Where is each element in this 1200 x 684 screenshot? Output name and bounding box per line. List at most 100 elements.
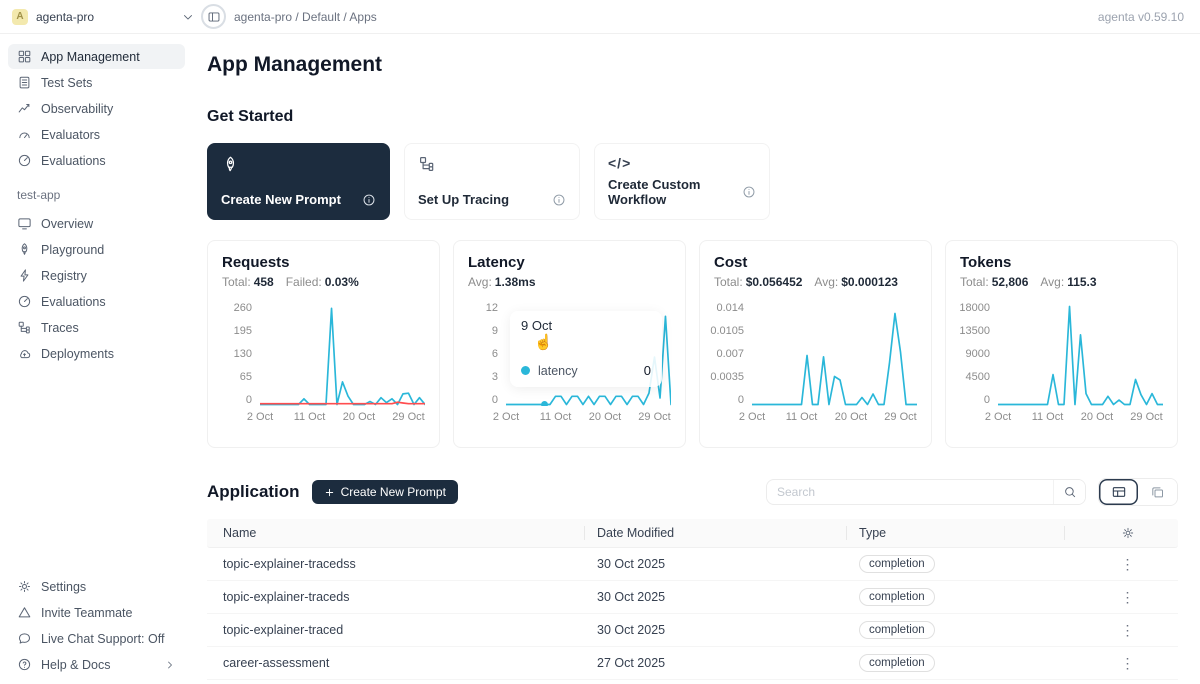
sidebar-item-playground[interactable]: Playground (8, 237, 185, 262)
version-label: agenta v0.59.10 (1097, 9, 1184, 24)
x-axis-labels: 2 Oct 11 Oct 20 Oct 29 Oct (984, 411, 1163, 423)
latency-chart[interactable] (506, 302, 671, 406)
chart-stats: Avg: 1.38ms (468, 275, 536, 289)
card-view-button[interactable] (1138, 479, 1177, 505)
x-axis-labels: 2 Oct 11 Oct 20 Oct 29 Oct (738, 411, 917, 423)
sidebar-item-evaluators[interactable]: Evaluators (8, 122, 185, 147)
sidebar-item-live-chat-support[interactable]: Live Chat Support: Off (8, 626, 185, 651)
sidebar-item-traces[interactable]: Traces (8, 315, 185, 340)
sidebar-item-label: Registry (41, 268, 87, 283)
table-row[interactable]: career-assessment 27 Oct 2025 completion… (207, 647, 1178, 680)
view-toggle (1098, 478, 1178, 506)
column-header-date[interactable]: Date Modified (597, 526, 859, 540)
y-axis-labels: 260 195 130 65 0 (233, 302, 252, 406)
sidebar: App Management Test Sets Observability E… (0, 34, 195, 684)
workspace-avatar: A (12, 8, 28, 25)
latency-chart-card: Latency Avg: 1.38ms 12 9 6 3 0 2 Oct 11 Oct 20 … (453, 240, 686, 448)
more-menu-button[interactable]: ⋮ (1120, 555, 1135, 572)
sidebar-item-invite-teammate[interactable]: Invite Teammate (8, 600, 185, 625)
page-title: App Management (207, 53, 383, 76)
sidebar-item-label: App Management (41, 49, 140, 64)
column-header-name[interactable]: Name (207, 526, 597, 540)
app-date: 30 Oct 2025 (597, 590, 666, 604)
type-badge: completion (859, 621, 935, 639)
table-header: Name Date Modified Type (207, 519, 1178, 548)
sidebar-item-label: Observability (41, 101, 114, 116)
x-axis-labels: 2 Oct 11 Oct 20 Oct 29 Oct (246, 411, 425, 423)
sidebar-item-app-evaluations[interactable]: Evaluations (8, 289, 185, 314)
sidebar-item-observability[interactable]: Observability (8, 96, 185, 121)
sidebar-item-label: Deployments (41, 346, 114, 361)
rocket-icon (17, 242, 32, 257)
column-settings[interactable] (1077, 526, 1178, 540)
application-title: Application (207, 482, 300, 501)
requests-chart-card: Requests Total: 458 Failed: 0.03% 260 195 13… (207, 240, 440, 448)
search-input[interactable] (767, 485, 1053, 499)
info-icon[interactable] (362, 193, 376, 207)
create-new-prompt-button[interactable]: Create New Prompt (311, 480, 458, 504)
y-axis-labels: 12 9 6 3 0 (485, 302, 498, 406)
app-name[interactable]: topic-explainer-traceds (223, 590, 350, 604)
tokens-chart-card: Tokens Total: 52,806 Avg: 115.3 18000 13500… (945, 240, 1178, 448)
info-icon[interactable] (742, 185, 756, 199)
more-menu-button[interactable]: ⋮ (1120, 654, 1135, 671)
table-row[interactable]: topic-explainer-tracedss 30 Oct 2025 com… (207, 548, 1178, 581)
sidebar-item-registry[interactable]: Registry (8, 263, 185, 288)
requests-chart[interactable] (260, 302, 425, 406)
sidebar-item-evaluations[interactable]: Evaluations (8, 148, 185, 173)
chat-bubble-icon (17, 631, 32, 646)
app-date: 27 Oct 2025 (597, 656, 666, 670)
column-header-type[interactable]: Type (859, 526, 1077, 540)
table-row[interactable]: topic-explainer-traceds 30 Oct 2025 comp… (207, 581, 1178, 614)
sidebar-item-settings[interactable]: Settings (8, 574, 185, 599)
tooltip-value: 0 (643, 363, 651, 378)
sidebar-item-label: Playground (41, 242, 105, 257)
y-axis-labels: 18000 13500 9000 4500 0 (959, 302, 990, 406)
app-date: 30 Oct 2025 (597, 623, 666, 637)
evaluations-icon (17, 294, 32, 309)
sidebar-item-label: Evaluators (41, 127, 101, 142)
sidebar-item-deployments[interactable]: Deployments (8, 341, 185, 366)
app-name[interactable]: career-assessment (223, 656, 330, 670)
sidebar-item-test-sets[interactable]: Test Sets (8, 70, 185, 95)
sidebar-item-label: Settings (41, 579, 87, 594)
sidebar-item-overview[interactable]: Overview (8, 211, 185, 236)
search-icon[interactable] (1053, 480, 1085, 504)
search-box (766, 479, 1086, 505)
cost-chart[interactable] (752, 302, 917, 406)
app-name[interactable]: topic-explainer-traced (223, 623, 344, 637)
tooltip-series-label: latency (538, 363, 578, 378)
test-sets-icon (17, 75, 32, 90)
create-new-prompt-card[interactable]: Create New Prompt (207, 143, 390, 220)
chart-title: Tokens (960, 254, 1012, 271)
chart-stats: Total: $0.056452 Avg: $0.000123 (714, 275, 898, 289)
chart-tooltip: 9 Oct ☝ latency 0 (510, 311, 662, 387)
sidebar-toggle-button[interactable] (201, 4, 226, 29)
tokens-chart[interactable] (998, 302, 1163, 406)
table-row[interactable]: topic-explainer-traced 30 Oct 2025 compl… (207, 614, 1178, 647)
get-started-title: Get Started (207, 108, 294, 125)
chart-title: Requests (222, 254, 290, 271)
x-axis-labels: 2 Oct 11 Oct 20 Oct 29 Oct (492, 411, 671, 423)
create-custom-workflow-card[interactable]: </> Create Custom Workflow (594, 143, 770, 220)
more-menu-button[interactable]: ⋮ (1120, 588, 1135, 605)
sidebar-section-label: test-app (17, 188, 61, 202)
gear-icon (17, 579, 32, 594)
grid-icon (17, 49, 32, 64)
sidebar-item-help-docs[interactable]: Help & Docs (8, 652, 185, 677)
sidebar-item-label: Evaluations (41, 153, 106, 168)
breadcrumb[interactable]: agenta-pro / Default / Apps (234, 9, 377, 24)
chevron-down-icon (181, 10, 195, 24)
table-view-button[interactable] (1099, 479, 1138, 505)
invite-icon (17, 605, 32, 620)
info-icon[interactable] (552, 193, 566, 207)
sidebar-item-app-management[interactable]: App Management (8, 44, 185, 69)
more-menu-button[interactable]: ⋮ (1120, 621, 1135, 638)
sidebar-item-label: Invite Teammate (41, 605, 133, 620)
chart-stats: Total: 52,806 Avg: 115.3 (960, 275, 1097, 289)
app-name[interactable]: topic-explainer-tracedss (223, 557, 356, 571)
sidebar-item-label: Test Sets (41, 75, 93, 90)
applications-table: Name Date Modified Type topic-explainer-… (207, 519, 1178, 680)
set-up-tracing-card[interactable]: Set Up Tracing (404, 143, 580, 220)
workspace-selector[interactable]: A agenta-pro (12, 8, 195, 25)
